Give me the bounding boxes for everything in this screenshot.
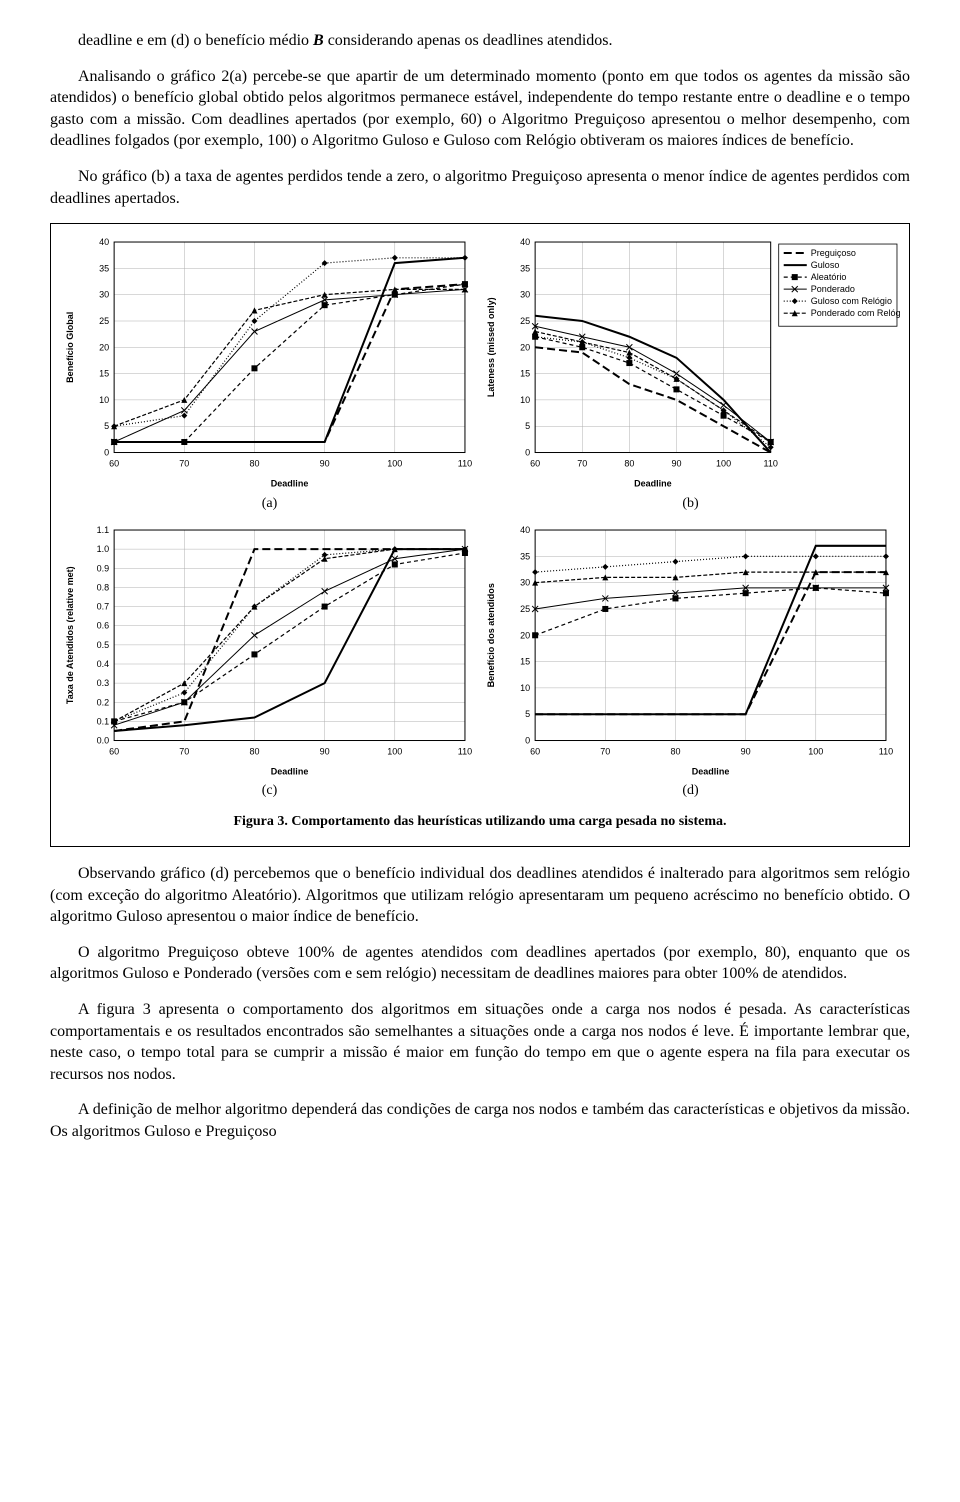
paragraph-2: Analisando o gráfico 2(a) percebe-se que… <box>50 66 910 152</box>
svg-text:60: 60 <box>530 459 540 469</box>
figure-3: 051015202530354060708090100110DeadlineBe… <box>50 223 910 847</box>
svg-text:90: 90 <box>671 459 681 469</box>
svg-text:110: 110 <box>458 459 472 469</box>
svg-text:70: 70 <box>179 459 189 469</box>
svg-text:20: 20 <box>520 630 530 640</box>
svg-text:Taxa de Atendidos (relative me: Taxa de Atendidos (relative met) <box>65 566 75 704</box>
svg-text:10: 10 <box>99 395 109 405</box>
figure-caption: Figura 3. Comportamento das heurísticas … <box>59 813 901 832</box>
svg-text:Preguiçoso: Preguiçoso <box>811 248 856 258</box>
paragraph-1: deadline e em (d) o benefício médio B co… <box>50 30 910 52</box>
svg-text:40: 40 <box>520 237 530 247</box>
svg-text:30: 30 <box>99 290 109 300</box>
para1-a: deadline e em (d) o benefício médio <box>78 32 313 49</box>
svg-text:80: 80 <box>624 459 634 469</box>
svg-text:25: 25 <box>99 316 109 326</box>
chart-a: 0 5 10 15 20 25 30 35 40 60 70 80 90 100 110 Deadline Be… <box>59 232 480 520</box>
svg-text:15: 15 <box>99 369 109 379</box>
svg-text:70: 70 <box>600 746 610 756</box>
svg-text:100: 100 <box>716 459 731 469</box>
svg-text:1.1: 1.1 <box>97 525 110 535</box>
svg-text:0.5: 0.5 <box>97 640 110 650</box>
svg-text:90: 90 <box>320 746 330 756</box>
paragraph-5: O algoritmo Preguiçoso obteve 100% de ag… <box>50 942 910 985</box>
svg-text:25: 25 <box>520 604 530 614</box>
svg-text:100: 100 <box>808 746 823 756</box>
paragraph-7: A definição de melhor algoritmo depender… <box>50 1099 910 1142</box>
svg-text:5: 5 <box>525 709 530 719</box>
svg-text:80: 80 <box>249 459 259 469</box>
svg-text:110: 110 <box>879 746 893 756</box>
svg-text:100: 100 <box>387 459 402 469</box>
svg-text:0.2: 0.2 <box>97 697 110 707</box>
svg-text:110: 110 <box>764 459 778 469</box>
sublabel-a: (a) <box>59 495 480 514</box>
svg-text:0.7: 0.7 <box>97 601 110 611</box>
svg-text:20: 20 <box>99 342 109 352</box>
paragraph-4: Observando gráfico (d) percebemos que o … <box>50 863 910 928</box>
svg-text:0: 0 <box>104 448 109 458</box>
svg-text:80: 80 <box>249 746 259 756</box>
svg-text:0.1: 0.1 <box>97 716 110 726</box>
svg-text:30: 30 <box>520 577 530 587</box>
svg-text:100: 100 <box>387 746 402 756</box>
svg-text:15: 15 <box>520 369 530 379</box>
svg-text:70: 70 <box>577 459 587 469</box>
sublabel-c: (c) <box>59 782 480 801</box>
chart-b: 0 5 10 15 20 25 30 35 40 60 70 80 90 100 110 Deadline La… <box>480 232 901 520</box>
svg-text:Guloso: Guloso <box>811 260 840 270</box>
svg-text:Benefício dos atendidos: Benefício dos atendidos <box>486 583 496 687</box>
sublabel-d: (d) <box>480 782 901 801</box>
svg-text:40: 40 <box>520 525 530 535</box>
svg-text:5: 5 <box>525 421 530 431</box>
svg-text:60: 60 <box>530 746 540 756</box>
svg-text:0.9: 0.9 <box>97 563 110 573</box>
paragraph-3: No gráfico (b) a taxa de agentes perdido… <box>50 166 910 209</box>
svg-text:35: 35 <box>520 263 530 273</box>
chart-c: 0.0 0.1 0.2 0.3 0.4 0.5 0.6 0.7 0.8 0.9 1.0 1.1 60 70… <box>59 520 480 808</box>
svg-text:90: 90 <box>741 746 751 756</box>
svg-text:0.3: 0.3 <box>97 678 110 688</box>
svg-text:Lateness (missed only): Lateness (missed only) <box>486 298 496 398</box>
symbol-B: B <box>313 32 324 49</box>
svg-text:25: 25 <box>520 316 530 326</box>
svg-text:Ponderado: Ponderado <box>811 284 855 294</box>
svg-text:Deadline: Deadline <box>271 766 309 776</box>
svg-text:0: 0 <box>525 735 530 745</box>
svg-text:35: 35 <box>99 263 109 273</box>
svg-text:Benefício Global: Benefício Global <box>65 312 75 383</box>
svg-text:Ponderado com Relógio: Ponderado com Relógio <box>811 308 901 318</box>
svg-text:110: 110 <box>458 746 472 756</box>
svg-text:Deadline: Deadline <box>634 479 672 489</box>
svg-text:10: 10 <box>520 683 530 693</box>
svg-text:80: 80 <box>670 746 680 756</box>
svg-text:1.0: 1.0 <box>97 544 110 554</box>
svg-text:0.0: 0.0 <box>97 735 110 745</box>
paragraph-6: A figura 3 apresenta o comportamento dos… <box>50 999 910 1085</box>
svg-text:Aleatório: Aleatório <box>811 272 847 282</box>
svg-text:70: 70 <box>179 746 189 756</box>
svg-text:35: 35 <box>520 551 530 561</box>
svg-text:0.6: 0.6 <box>97 620 110 630</box>
svg-text:60: 60 <box>109 459 119 469</box>
svg-text:Deadline: Deadline <box>692 766 730 776</box>
svg-text:5: 5 <box>104 421 109 431</box>
sublabel-b: (b) <box>480 495 901 514</box>
svg-text:Guloso com Relógio: Guloso com Relógio <box>811 296 892 306</box>
svg-text:10: 10 <box>520 395 530 405</box>
svg-text:15: 15 <box>520 656 530 666</box>
svg-text:30: 30 <box>520 290 530 300</box>
svg-text:60: 60 <box>109 746 119 756</box>
svg-text:0.4: 0.4 <box>97 659 110 669</box>
svg-text:40: 40 <box>99 237 109 247</box>
para1-b: considerando apenas os deadlines atendid… <box>324 32 613 49</box>
svg-text:0: 0 <box>525 448 530 458</box>
svg-text:90: 90 <box>320 459 330 469</box>
svg-text:0.8: 0.8 <box>97 582 110 592</box>
svg-text:Deadline: Deadline <box>271 479 309 489</box>
chart-d: 0 5 10 15 20 25 30 35 40 60 70 80 90 100 110 Deadline Be… <box>480 520 901 808</box>
svg-text:20: 20 <box>520 342 530 352</box>
